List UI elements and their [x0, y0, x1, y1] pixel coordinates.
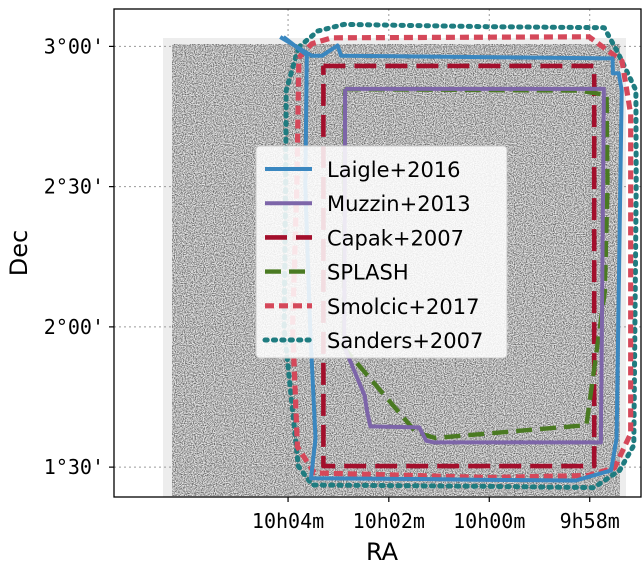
y-tick-label: 3°00'	[44, 34, 104, 58]
y-tick-label: 2°30'	[44, 175, 104, 199]
legend-label: Sanders+2007	[327, 329, 483, 353]
legend-label: Smolcic+2017	[327, 295, 479, 319]
x-axis: 10h04m 10h02m 10h00m 9h58m	[252, 497, 620, 533]
series-line-splash	[341, 86, 610, 441]
x-tick-label: 10h04m	[252, 509, 324, 533]
plot-frame	[113, 8, 642, 498]
legend-label: Laigle+2016	[327, 158, 461, 182]
y-axis: 3°00' 2°30' 2°00' 1°30'	[44, 34, 114, 479]
series-line-sanders-2007	[281, 21, 639, 491]
series-line-smolcic-2017	[290, 34, 634, 481]
series-line-muzzin-2013	[342, 86, 606, 445]
legend-label: Capak+2007	[327, 226, 464, 250]
y-tick-label: 2°00'	[44, 315, 104, 339]
x-tick-label: 10h00m	[453, 509, 525, 533]
legend: Laigle+2016 Muzzin+2013 Capak+2007 SPLASH Sm…	[255, 145, 508, 359]
legend-label: SPLASH	[327, 261, 409, 285]
x-tick-label: 9h58m	[560, 509, 620, 533]
y-axis-label: Dec	[5, 230, 33, 276]
y-tick-label: 1°30'	[44, 455, 104, 479]
legend-label: Muzzin+2013	[327, 192, 471, 216]
x-axis-label: RA	[366, 538, 399, 566]
x-tick-label: 10h02m	[353, 509, 425, 533]
legend-box	[255, 145, 508, 359]
